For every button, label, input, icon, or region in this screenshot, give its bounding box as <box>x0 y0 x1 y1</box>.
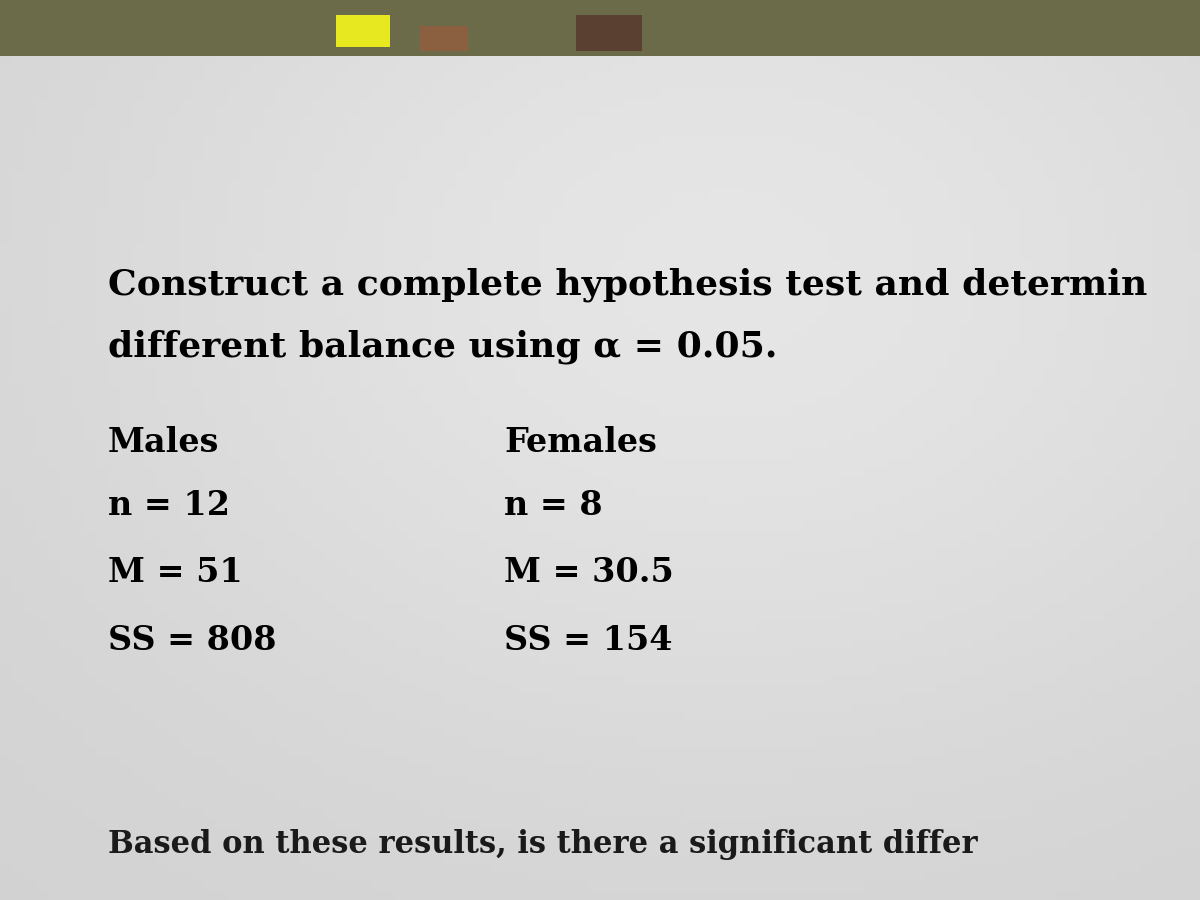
Text: different balance using α = 0.05.: different balance using α = 0.05. <box>108 330 778 365</box>
Bar <box>0 0 1200 56</box>
Text: M = 51: M = 51 <box>108 556 242 590</box>
Text: n = 8: n = 8 <box>504 489 602 522</box>
Text: Females: Females <box>504 426 656 459</box>
Text: Males: Males <box>108 426 220 459</box>
Bar <box>336 15 390 47</box>
Text: SS = 808: SS = 808 <box>108 624 276 657</box>
Text: Construct a complete hypothesis test and determin: Construct a complete hypothesis test and… <box>108 267 1147 302</box>
Text: M = 30.5: M = 30.5 <box>504 556 673 590</box>
Text: SS = 154: SS = 154 <box>504 624 672 657</box>
Bar <box>420 26 468 51</box>
Bar <box>576 15 642 51</box>
Text: Based on these results, is there a significant differ: Based on these results, is there a signi… <box>108 829 978 860</box>
Text: n = 12: n = 12 <box>108 489 230 522</box>
